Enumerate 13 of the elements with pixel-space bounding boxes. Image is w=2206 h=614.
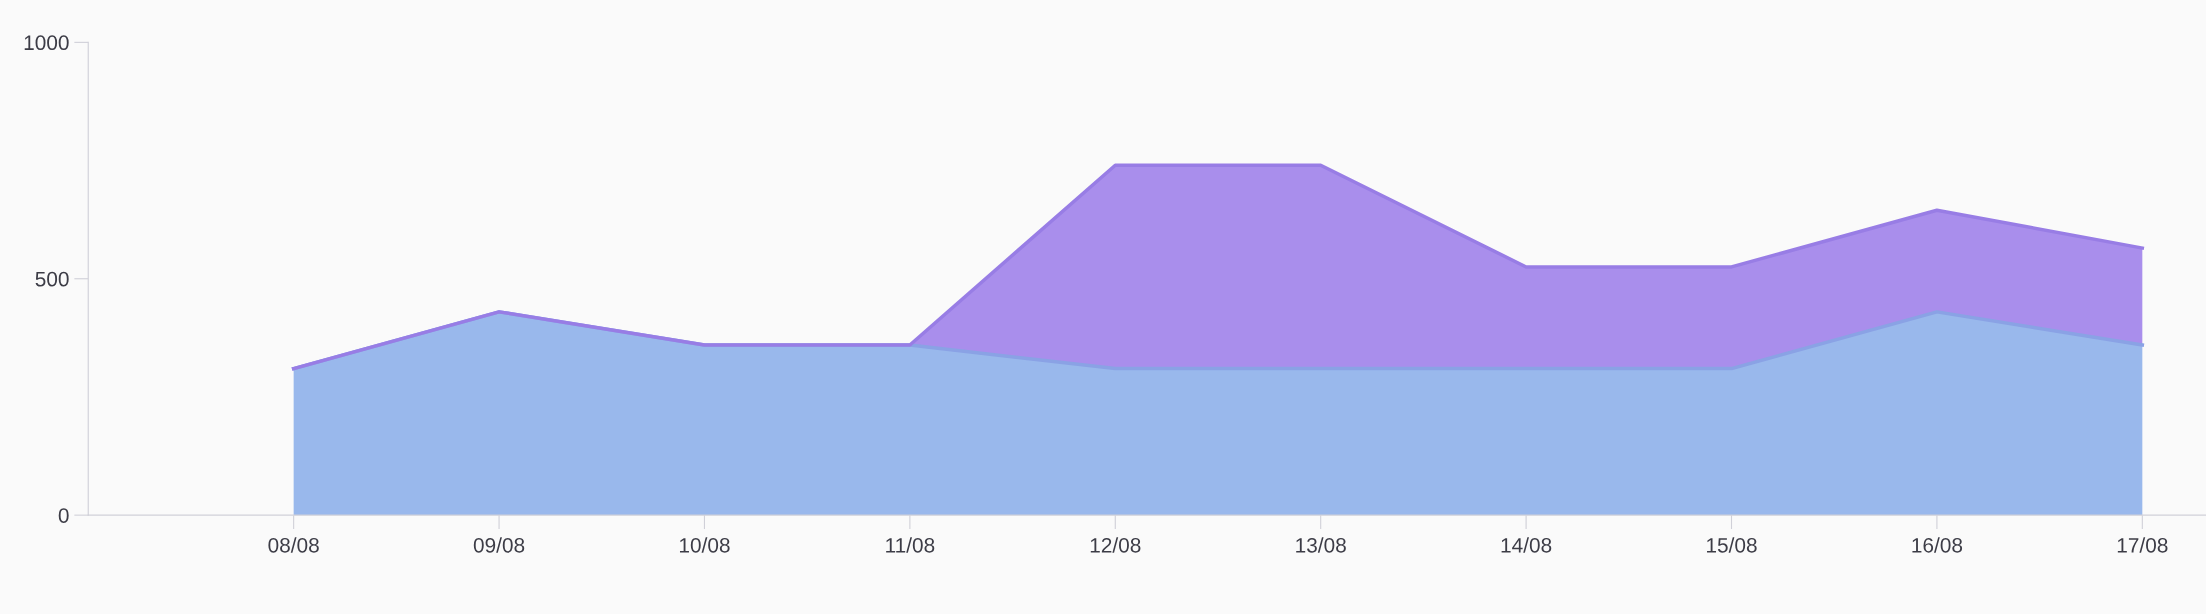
x-tick-label: 11/08 [886, 537, 935, 553]
x-tick-label: 12/08 [1090, 537, 1141, 553]
x-tick-label: 15/08 [1707, 537, 1757, 553]
x-tick-label: 09/08 [473, 537, 525, 553]
y-tick-label: 500 [35, 271, 69, 287]
x-tick-label: 17/08 [2117, 537, 2168, 553]
x-tick-label: 10/08 [679, 537, 730, 553]
x-tick-label: 13/08 [1296, 537, 1346, 553]
y-tick-label: 1000 [24, 35, 69, 51]
y-tick-label: 0 [58, 508, 69, 523]
x-tick-label: 14/08 [1501, 537, 1552, 553]
x-tick-label: 08/08 [268, 537, 319, 553]
x-tick-label: 16/08 [1912, 537, 1963, 553]
